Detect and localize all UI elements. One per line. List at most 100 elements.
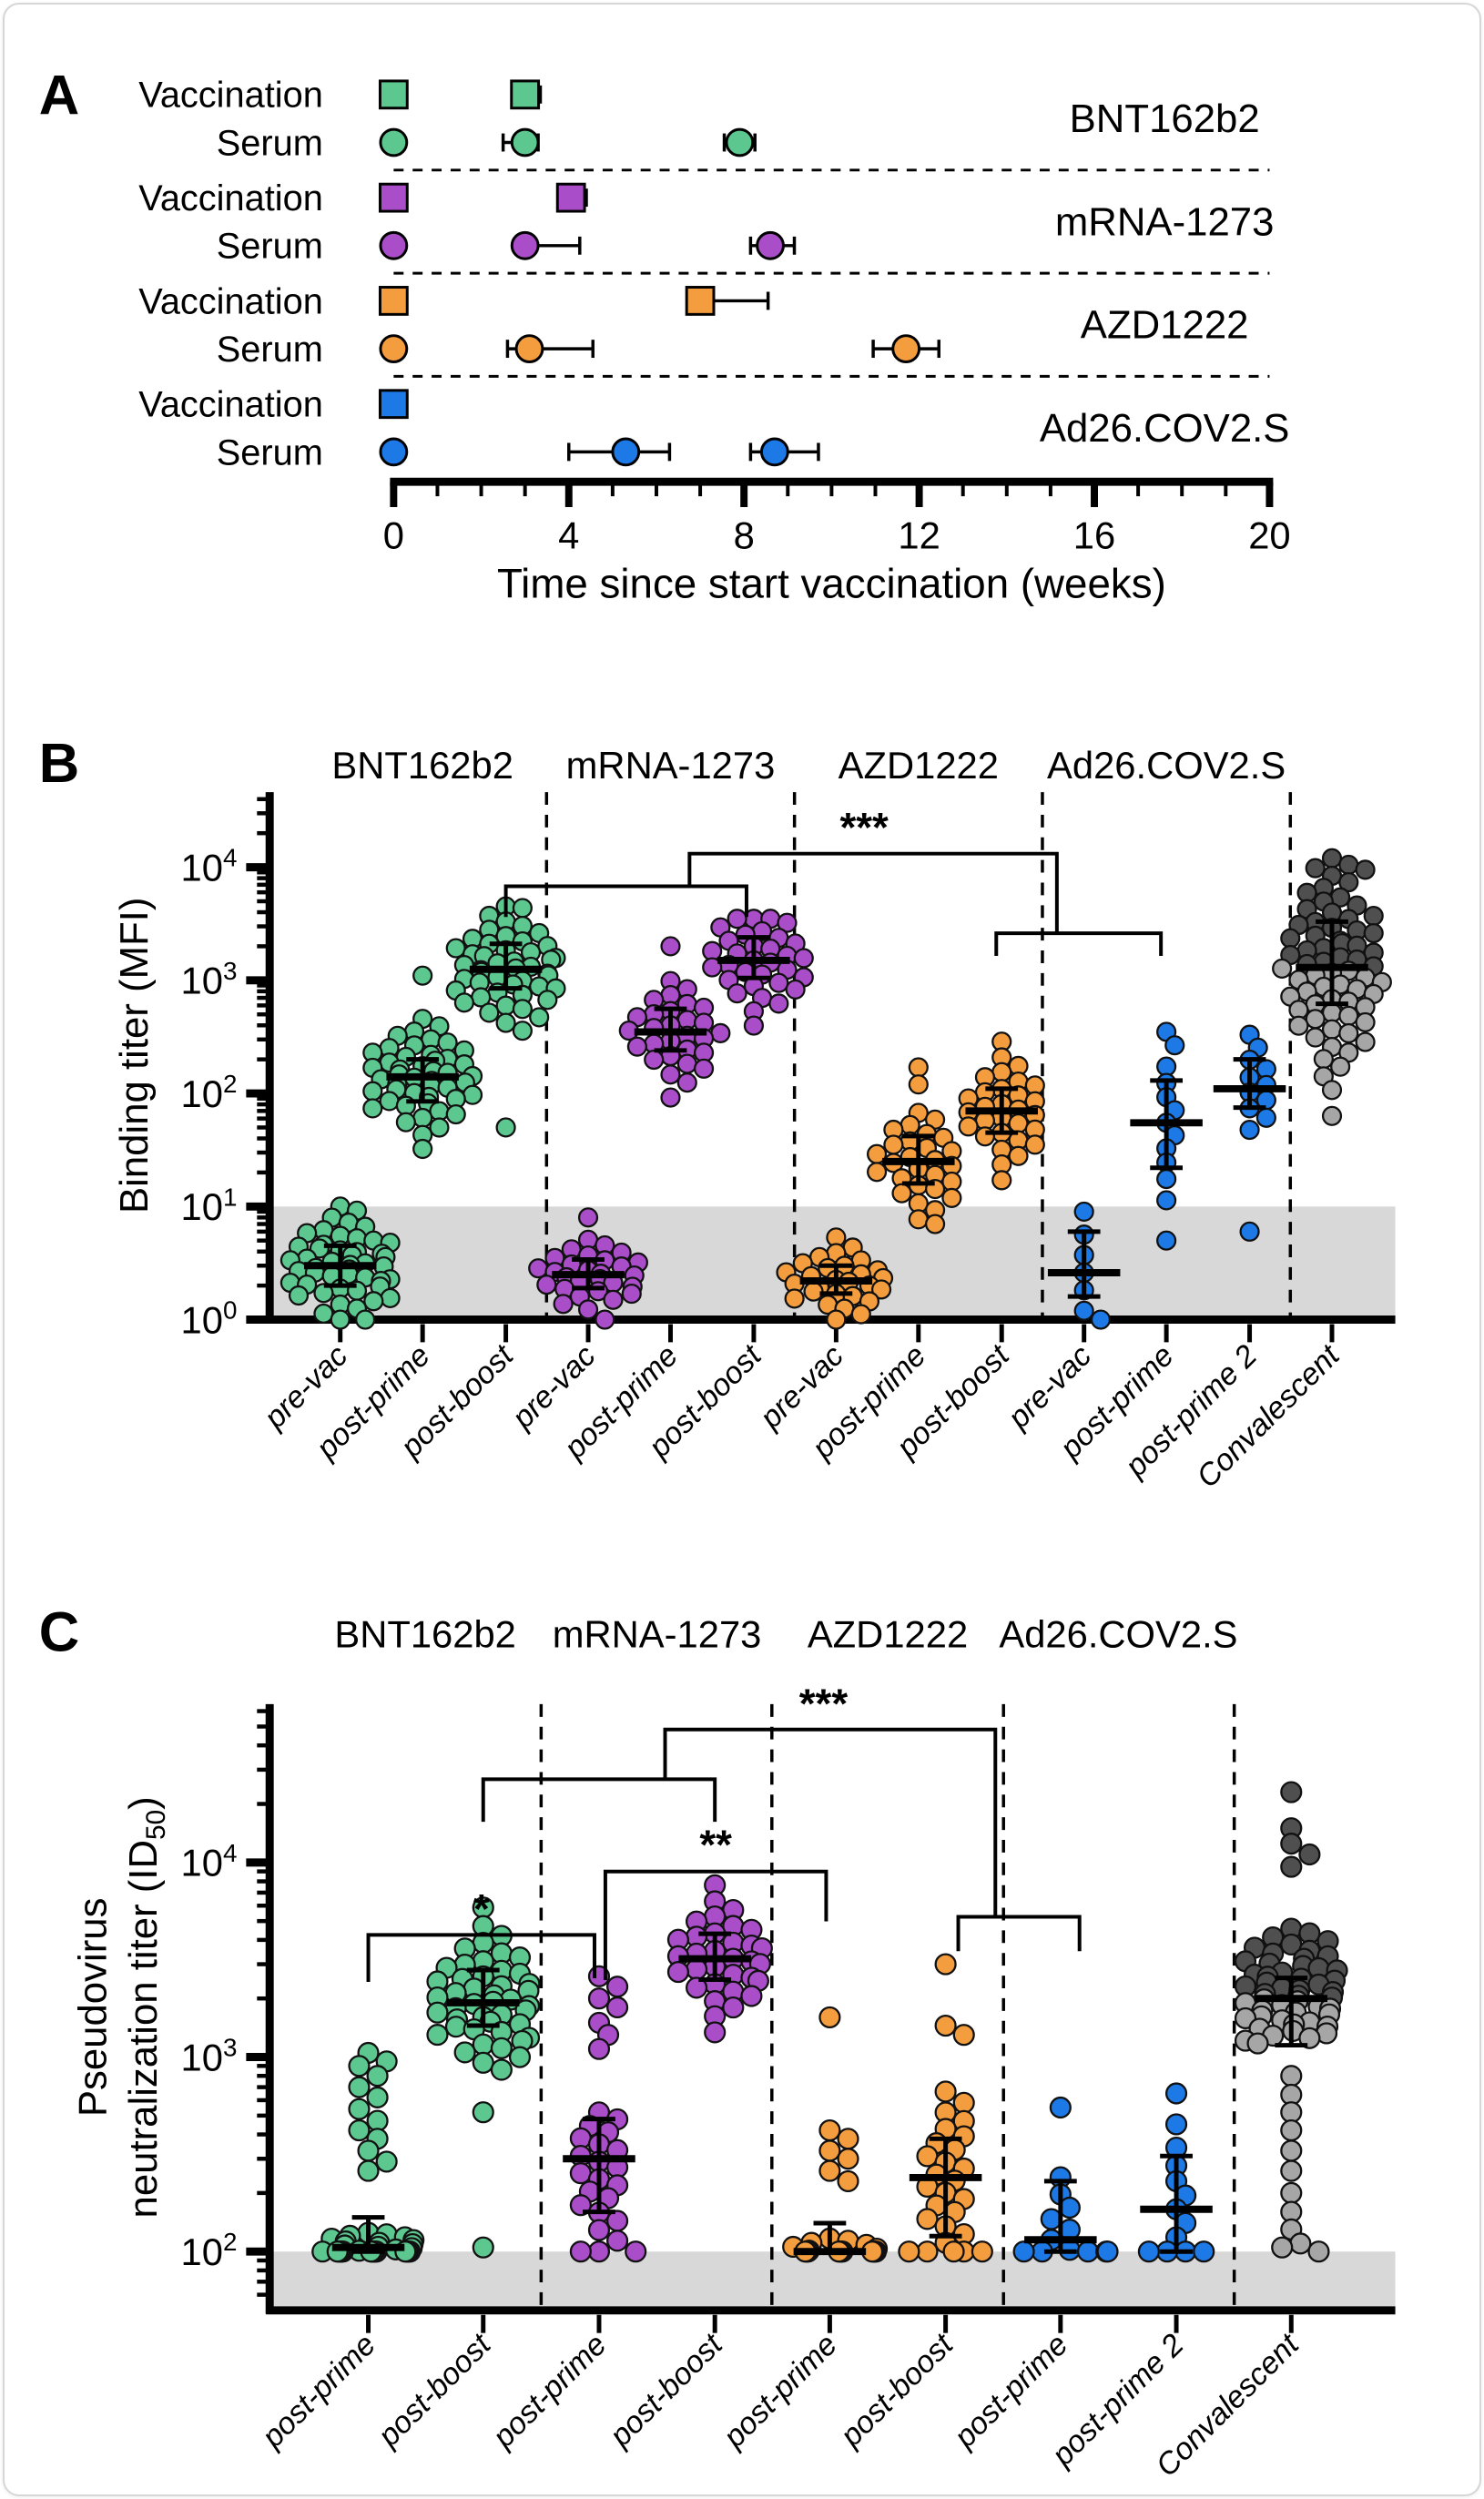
data-point bbox=[666, 1961, 690, 1984]
data-point bbox=[375, 2150, 398, 2173]
y-axis-tick-label: 103 bbox=[181, 2034, 238, 2079]
panel-a-x-axis-title: Time since start vaccination (weeks) bbox=[497, 560, 1166, 606]
panel-c-letter: C bbox=[39, 1600, 79, 1663]
significance-bracket bbox=[663, 1727, 998, 1917]
data-point bbox=[363, 1291, 384, 1312]
serum-circle-marker bbox=[759, 437, 789, 467]
data-point bbox=[1008, 1112, 1029, 1134]
data-point bbox=[1008, 1145, 1029, 1166]
data-point bbox=[495, 1117, 516, 1138]
data-point bbox=[785, 979, 806, 1001]
data-point bbox=[1280, 2101, 1303, 2124]
data-point bbox=[942, 2240, 965, 2263]
panel-c-y-axis-title-line2: neutralization titer (ID50) bbox=[121, 1796, 171, 2218]
data-point bbox=[569, 2162, 592, 2185]
data-point bbox=[512, 1021, 533, 1041]
data-point bbox=[1049, 2096, 1072, 2119]
data-point bbox=[512, 898, 533, 919]
data-point bbox=[313, 1303, 334, 1325]
panel-c-neutralization-titer: C Pseudovirus neutralization titer (ID50… bbox=[39, 1600, 1396, 2484]
data-point bbox=[934, 2080, 957, 2103]
data-point bbox=[1156, 1169, 1177, 1190]
data-point bbox=[891, 1183, 912, 1204]
data-point bbox=[685, 1976, 708, 1999]
data-point bbox=[1272, 958, 1293, 979]
data-point bbox=[348, 2055, 371, 2077]
vaccine-name-label: BNT162b2 bbox=[1070, 97, 1260, 141]
y-axis-tick-label: 102 bbox=[181, 1070, 238, 1115]
data-point bbox=[1012, 2240, 1035, 2263]
data-point bbox=[1193, 2240, 1215, 2263]
serum-circle-marker bbox=[611, 437, 641, 467]
data-point bbox=[1156, 1190, 1177, 1211]
data-point bbox=[362, 1098, 383, 1119]
column-group-header: mRNA-1273 bbox=[566, 744, 776, 787]
data-point bbox=[1280, 2159, 1303, 2182]
serum-circle-marker bbox=[510, 230, 540, 260]
data-point bbox=[366, 2086, 389, 2108]
significance-bracket bbox=[503, 884, 748, 918]
data-point bbox=[313, 1283, 334, 1304]
data-point bbox=[445, 1103, 466, 1125]
panel-a-timeline: A Vaccination Serum BNT162b2 Vaccination Ser… bbox=[39, 65, 1291, 607]
data-point bbox=[908, 1057, 929, 1078]
data-point bbox=[472, 2051, 494, 2074]
figure-card: A Vaccination Serum BNT162b2 Vaccination Ser… bbox=[3, 3, 1481, 2496]
data-point bbox=[925, 1214, 946, 1234]
data-point bbox=[644, 1049, 665, 1071]
vaccination-square-marker bbox=[378, 79, 409, 110]
x-axis-timepoint-label: Convalescent bbox=[1190, 1337, 1347, 1495]
data-point bbox=[1255, 1107, 1276, 1128]
significance-bracket bbox=[603, 1869, 828, 1981]
data-point bbox=[952, 2024, 975, 2047]
data-point bbox=[916, 2240, 939, 2263]
row-label-vaccination: Vaccination bbox=[138, 178, 323, 218]
data-point bbox=[974, 1126, 996, 1147]
data-point bbox=[395, 1112, 416, 1133]
data-point bbox=[606, 1996, 629, 2019]
data-point bbox=[429, 1117, 450, 1138]
vaccination-square-marker bbox=[510, 79, 541, 110]
vaccination-square-marker bbox=[378, 286, 409, 316]
vaccination-square-marker bbox=[378, 182, 409, 213]
data-point bbox=[587, 1987, 611, 2010]
data-point bbox=[740, 1985, 763, 2007]
serum-circle-marker bbox=[756, 230, 785, 260]
data-point bbox=[784, 1288, 805, 1309]
data-point bbox=[991, 1170, 1012, 1191]
data-point bbox=[1096, 2240, 1119, 2263]
data-point bbox=[1321, 1002, 1343, 1023]
data-point bbox=[1164, 2082, 1188, 2105]
data-point bbox=[536, 1275, 557, 1295]
data-point bbox=[1321, 1019, 1343, 1040]
significance-bracket bbox=[994, 931, 1164, 956]
data-point bbox=[490, 2037, 513, 2059]
data-point bbox=[971, 2240, 993, 2263]
row-label-serum: Serum bbox=[217, 227, 323, 267]
data-point bbox=[704, 2021, 727, 2044]
data-point bbox=[743, 1015, 765, 1036]
serum-circle-marker bbox=[725, 127, 755, 157]
data-point bbox=[529, 1007, 550, 1028]
data-point bbox=[625, 2240, 647, 2263]
data-point bbox=[512, 999, 533, 1020]
data-point bbox=[1090, 1309, 1112, 1330]
panel-b-y-axis-title: Binding titer (MFI) bbox=[112, 898, 157, 1214]
data-point bbox=[916, 2208, 939, 2230]
serum-circle-marker bbox=[510, 127, 540, 157]
x-axis-timepoint-label: post-prime bbox=[717, 2327, 844, 2454]
data-point bbox=[818, 2006, 841, 2028]
data-point bbox=[722, 1996, 745, 2019]
y-axis-tick-label: 103 bbox=[181, 957, 238, 1002]
serum-circle-marker bbox=[379, 334, 409, 364]
y-axis-tick-label: 101 bbox=[181, 1183, 238, 1228]
data-point bbox=[357, 2159, 380, 2182]
data-point bbox=[1338, 854, 1359, 876]
serum-circle-marker bbox=[514, 334, 544, 364]
data-point bbox=[362, 1081, 383, 1102]
column-group-header: AZD1222 bbox=[808, 1612, 968, 1655]
data-point bbox=[676, 1053, 697, 1074]
data-point bbox=[508, 2046, 532, 2068]
data-point bbox=[916, 2145, 939, 2168]
panel-b-letter: B bbox=[39, 732, 79, 795]
